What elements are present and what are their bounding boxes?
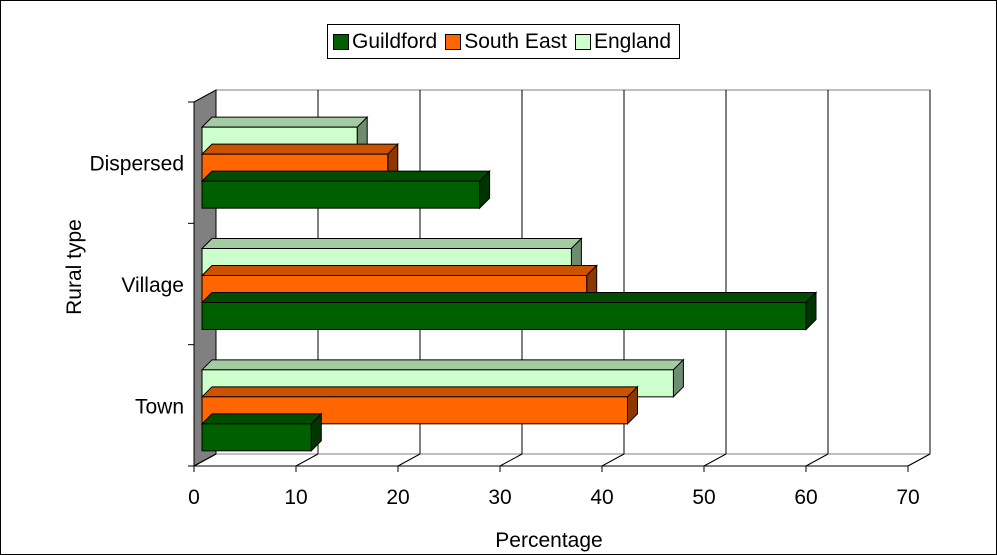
bar-guildford-town <box>201 423 312 452</box>
x-tick-label-70: 70 <box>896 486 919 509</box>
bar-top-south-east-dispersed <box>200 143 400 155</box>
x-tick-label-20: 20 <box>386 486 409 509</box>
bar-guildford-dispersed <box>201 180 481 209</box>
bar-top-south-east-town <box>200 386 639 398</box>
y-tick-label-dispersed: Dispersed <box>89 153 184 176</box>
legend-label-england: England <box>593 29 672 53</box>
floor-gridline-10 <box>295 453 319 467</box>
x-tick-label-50: 50 <box>692 486 715 509</box>
legend-label-guildford: Guildford <box>352 29 438 53</box>
x-tick-label-10: 10 <box>284 486 307 509</box>
floor-gridline-30 <box>499 453 523 467</box>
floor-gridline-20 <box>397 453 421 467</box>
x-tick-label-0: 0 <box>188 486 200 509</box>
bar-top-south-east-village <box>200 265 598 276</box>
legend-item-england: England <box>574 29 672 54</box>
legend-swatch-guildford <box>333 33 349 50</box>
floor <box>193 453 931 467</box>
floor-gridline-50 <box>703 453 727 467</box>
bar-guildford-village <box>201 302 807 330</box>
x-tick-label-40: 40 <box>590 486 613 509</box>
floor-gridline-60 <box>805 453 829 467</box>
legend-swatch-england <box>574 33 591 50</box>
legend-item-south-east: South East <box>445 30 567 54</box>
x-tick-label-60: 60 <box>794 486 817 509</box>
legend-item-guildford: Guildford <box>333 30 437 54</box>
floor-gridline-70 <box>907 453 931 467</box>
bar-top-england-town <box>200 359 685 371</box>
floor-gridline-40 <box>601 453 625 467</box>
bar-top-guildford-dispersed <box>200 170 491 182</box>
y-axis-title: Rural type <box>63 219 86 315</box>
bar-top-england-village <box>200 238 583 249</box>
bar-top-england-dispersed <box>200 116 369 128</box>
floor-gridline-0 <box>193 453 217 467</box>
x-tick-label-30: 30 <box>488 486 511 509</box>
x-axis-title: Percentage <box>495 529 602 552</box>
y-tick-label-village: Village <box>121 274 184 297</box>
y-tick-label-town: Town <box>135 395 184 418</box>
legend: Guildford South East England <box>327 24 681 59</box>
legend-label-south-east: South East <box>464 29 567 53</box>
bar-top-guildford-town <box>200 413 323 425</box>
legend-swatch-south-east <box>445 33 462 50</box>
bar-top-guildford-village <box>200 292 818 303</box>
